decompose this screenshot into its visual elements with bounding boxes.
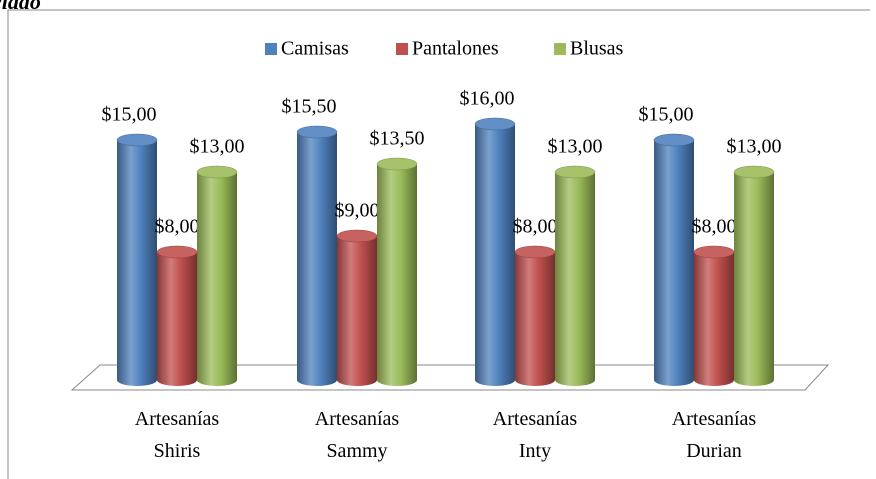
cylinder-body: [197, 172, 237, 386]
cylinder-body: [475, 124, 515, 386]
bar: [733, 165, 775, 386]
legend-label: Camisas: [281, 38, 349, 60]
bar: [693, 245, 735, 386]
cylinder-top: [156, 245, 198, 259]
bar: [474, 117, 516, 386]
x-tick-label: Artesanías Sammy: [315, 408, 400, 462]
chart-title: ciado: [0, 0, 41, 14]
cylinder-body: [117, 140, 157, 386]
data-label: $15,00: [102, 104, 157, 126]
bar: [296, 125, 338, 386]
bar: [653, 133, 695, 386]
legend-label: Pantalones: [412, 38, 499, 60]
bar: [156, 245, 198, 386]
x-tick-label: Artesanías Inty: [493, 408, 578, 462]
cylinder-top: [733, 165, 775, 179]
bar: [514, 245, 556, 386]
bar: [554, 165, 596, 386]
floor: [70, 364, 830, 391]
cylinder-body: [734, 172, 774, 386]
data-label: $13,00: [190, 136, 245, 158]
cylinder-top: [296, 125, 338, 139]
cylinder-body: [694, 252, 734, 386]
cylinder-top: [693, 245, 735, 259]
data-label: $15,50: [282, 96, 337, 118]
x-tick-label: Artesanías Shiris: [135, 408, 220, 462]
legend-label: Blusas: [570, 38, 624, 60]
cylinder-top: [653, 133, 695, 147]
data-label: $8,00: [692, 216, 737, 238]
cylinder-body: [157, 252, 197, 386]
cylinder-body: [555, 172, 595, 386]
data-label: $9,00: [335, 200, 380, 222]
chart-frame: [7, 9, 870, 479]
legend-swatch: [396, 43, 408, 55]
data-label: $13,00: [727, 136, 782, 158]
bar: [196, 165, 238, 386]
x-tick-label: Artesanías Durian: [672, 408, 757, 462]
bar: [376, 157, 418, 386]
cylinder-top: [514, 245, 556, 259]
legend-swatch: [265, 43, 277, 55]
data-label: $16,00: [460, 88, 515, 110]
cylinder-top: [554, 165, 596, 179]
cylinder-body: [337, 236, 377, 386]
data-label: $8,00: [155, 216, 200, 238]
bar: [336, 229, 378, 386]
cylinder-body: [515, 252, 555, 386]
data-label: $8,00: [513, 216, 558, 238]
cylinder-body: [377, 164, 417, 386]
cylinder-top: [376, 157, 418, 171]
cylinder-top: [474, 117, 516, 131]
data-label: $15,00: [639, 104, 694, 126]
data-label: $13,00: [548, 136, 603, 158]
cylinder-body: [297, 132, 337, 386]
legend-swatch: [554, 43, 566, 55]
bar: [116, 133, 158, 386]
cylinder-top: [116, 133, 158, 147]
cylinder-top: [196, 165, 238, 179]
cylinder-body: [654, 140, 694, 386]
data-label: $13,50: [370, 128, 425, 150]
cylinder-top: [336, 229, 378, 243]
